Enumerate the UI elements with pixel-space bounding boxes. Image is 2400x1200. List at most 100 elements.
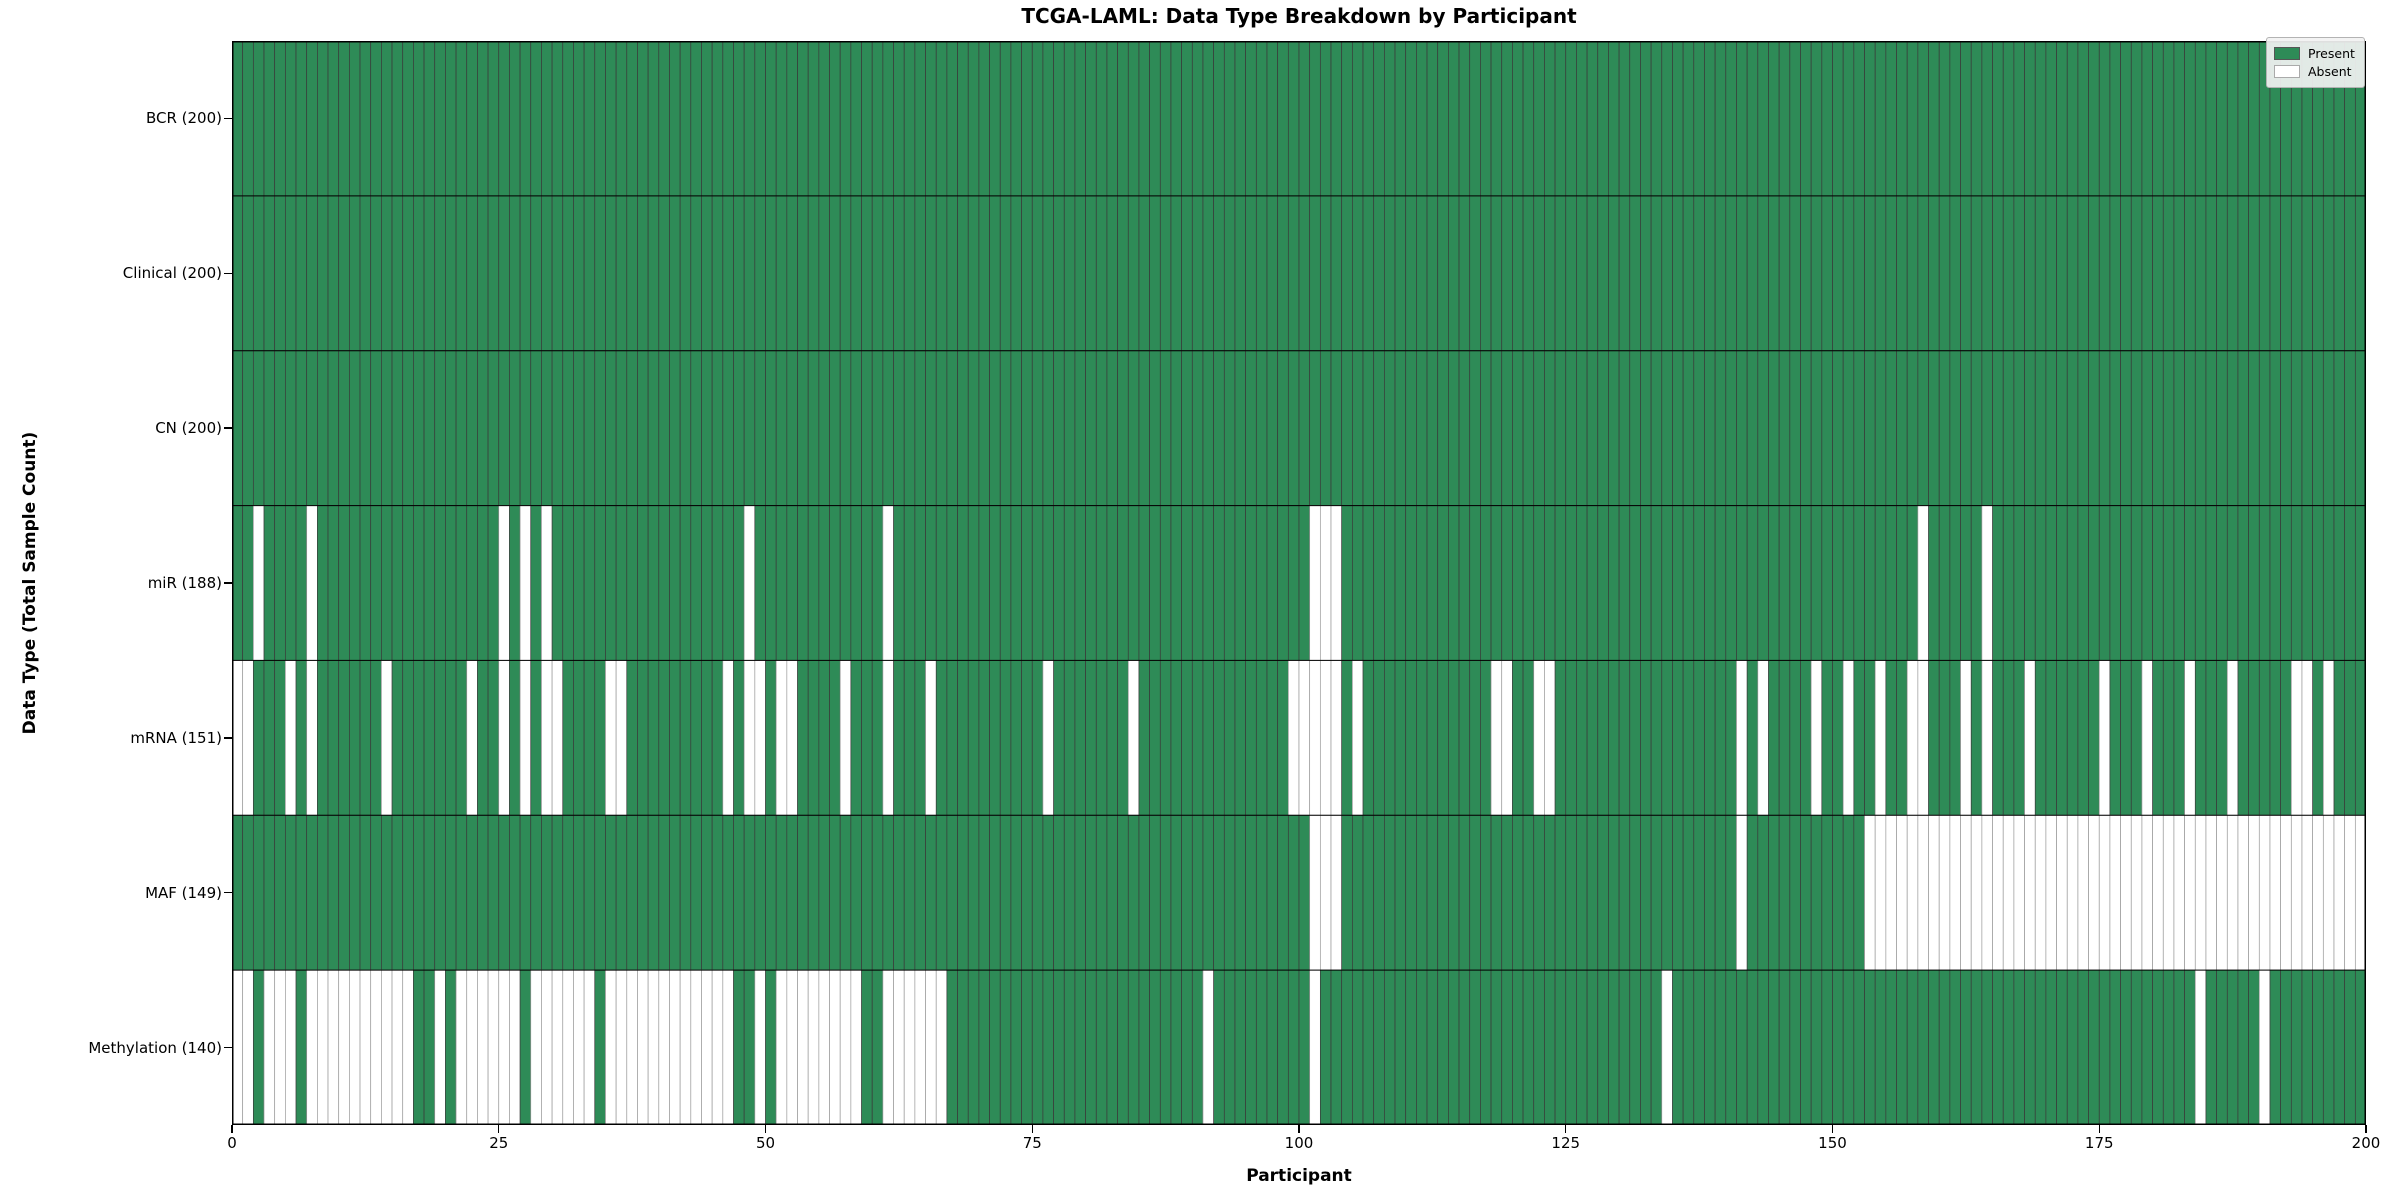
heatmap-cell [1191,195,1204,352]
heatmap-cell [391,969,404,1125]
heatmap-cell [1704,814,1716,971]
heatmap-cell [743,660,756,816]
heatmap-cell [1159,814,1172,971]
heatmap-cell [1287,969,1300,1125]
heatmap-cell [1330,814,1343,971]
heatmap-cell [1170,195,1182,352]
heatmap-cell [1874,350,1887,506]
heatmap-cell [1778,41,1791,197]
heatmap-cell [1661,505,1673,661]
heatmap-cell [1127,505,1140,661]
heatmap-cell [455,195,468,352]
heatmap-cell [1576,195,1588,352]
heatmap-cell [1512,195,1524,352]
heatmap-cell [1416,660,1428,816]
heatmap-cell [1682,660,1695,816]
heatmap-cell [637,505,649,661]
heatmap-row-Methylation [232,969,2366,1125]
heatmap-cell [1437,660,1449,816]
heatmap-cell [1490,195,1503,352]
heatmap-cell [743,195,756,352]
heatmap-cell [1480,660,1492,816]
heatmap-cell [2312,969,2324,1125]
heatmap-cell [349,969,361,1125]
heatmap-cell [1874,505,1887,661]
heatmap-cell [1437,505,1449,661]
heatmap-cell [1266,41,1279,197]
heatmap-cell [925,195,937,352]
heatmap-cell [722,41,734,197]
heatmap-cell [2237,350,2249,506]
heatmap-cell [2354,195,2366,352]
heatmap-cell [1917,660,1929,816]
heatmap-cell [775,350,788,506]
heatmap-cell [967,660,980,816]
heatmap-cell [1576,969,1588,1125]
heatmap-cell [1821,195,1833,352]
heatmap-cell [1810,969,1823,1125]
heatmap-cell [669,814,681,971]
heatmap-cell [1373,195,1385,352]
heatmap-cell [1021,660,1033,816]
heatmap-cell [701,814,713,971]
heatmap-cell [1757,660,1769,816]
heatmap-cell [1842,505,1855,661]
heatmap-cell [1351,195,1364,352]
heatmap-cell [1522,505,1535,661]
heatmap-cell [946,195,958,352]
heatmap-cell [2322,505,2335,661]
heatmap-cell [925,969,937,1125]
heatmap-cell [1085,505,1097,661]
heatmap-cell [562,969,574,1125]
heatmap-cell [1512,505,1524,661]
heatmap-cell [733,660,745,816]
heatmap-cell [1746,505,1759,661]
heatmap-cell [882,660,894,816]
heatmap-cell [1170,814,1182,971]
heatmap-cell [1736,505,1748,661]
heatmap-cell [402,350,414,506]
heatmap-cell [2130,41,2143,197]
heatmap-cell [2290,660,2303,816]
heatmap-cell [455,969,468,1125]
heatmap-cell [1778,969,1791,1125]
heatmap-cell [1384,195,1396,352]
heatmap-cell [2120,969,2132,1125]
heatmap-cell [1533,814,1545,971]
heatmap-cell [1608,41,1620,197]
heatmap-cell [2002,969,2015,1125]
heatmap-cell [1853,350,1865,506]
heatmap-cell [327,814,340,971]
heatmap-cell [1789,350,1801,506]
heatmap-cell [658,660,670,816]
heatmap-cell [2098,195,2111,352]
heatmap-cell [1341,350,1353,506]
heatmap-cell [2258,195,2271,352]
heatmap-cell [2002,41,2015,197]
heatmap-cell [1853,969,1865,1125]
heatmap-cell [1736,350,1748,506]
heatmap-cell [978,969,990,1125]
heatmap-cell [839,41,852,197]
heatmap-cell [935,41,948,197]
heatmap-cell [1117,195,1129,352]
heatmap-cell [1010,969,1022,1125]
heatmap-cell [999,195,1012,352]
heatmap-cell [1853,814,1865,971]
heatmap-cell [2312,660,2324,816]
heatmap-cell [2280,350,2292,506]
heatmap-cell [903,350,916,506]
heatmap-cell [2109,969,2121,1125]
heatmap-cell [1576,660,1588,816]
heatmap-cell [2301,350,2313,506]
heatmap-cell [1501,195,1513,352]
heatmap-cell [1341,969,1353,1125]
heatmap-cell [2034,41,2047,197]
heatmap-cell [946,814,958,971]
heatmap-cell [1245,505,1257,661]
heatmap-cell [519,505,532,661]
heatmap-cell [1042,350,1054,506]
heatmap-grid [232,41,2366,1125]
heatmap-cell [402,195,414,352]
heatmap-cell [1085,660,1097,816]
